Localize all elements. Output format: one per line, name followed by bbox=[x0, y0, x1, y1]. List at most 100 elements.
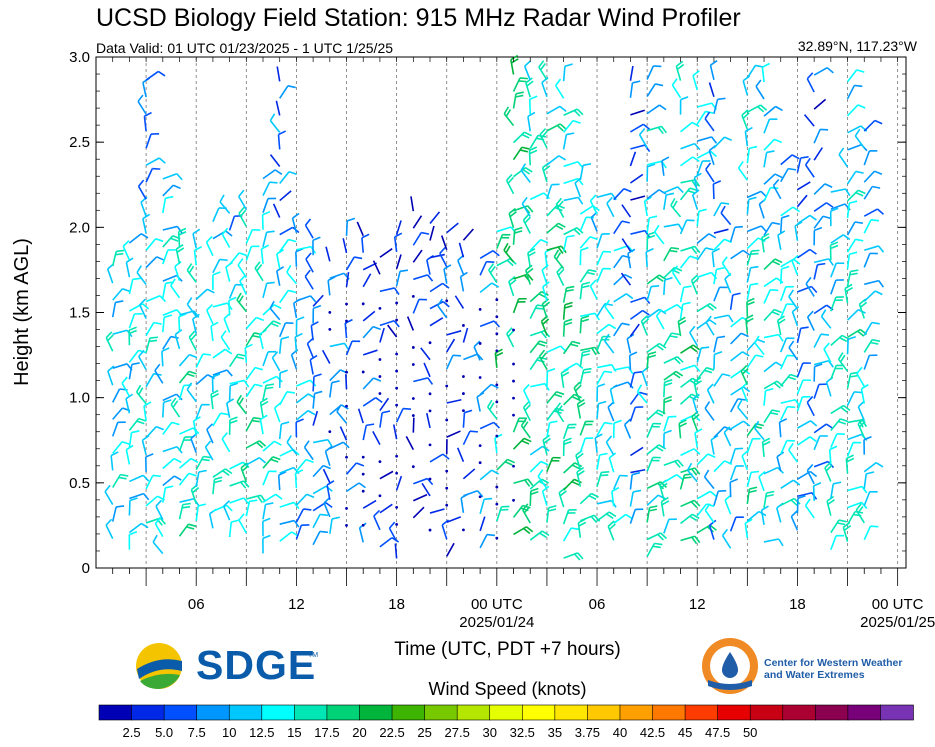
barb-flag bbox=[240, 462, 248, 469]
barb-staff bbox=[228, 385, 231, 401]
barb-flag bbox=[691, 468, 698, 476]
wind-barb bbox=[494, 433, 503, 454]
wind-barb bbox=[446, 398, 462, 404]
barb-staff bbox=[763, 138, 775, 151]
barb-flag bbox=[807, 310, 814, 318]
barb-staff bbox=[221, 438, 231, 453]
barb-staff bbox=[188, 336, 197, 351]
barb-staff bbox=[503, 113, 515, 127]
barb-flag bbox=[742, 368, 751, 375]
wind-barb bbox=[713, 228, 729, 234]
barb-staff bbox=[562, 509, 570, 525]
wind-barb bbox=[745, 314, 754, 334]
barb-flag bbox=[547, 367, 556, 373]
wind-barb bbox=[613, 366, 634, 375]
wind-barb bbox=[579, 235, 598, 249]
wind-barb bbox=[646, 351, 657, 370]
barb-flag bbox=[269, 181, 278, 184]
wind-barb bbox=[326, 480, 335, 500]
barb-staff bbox=[686, 469, 698, 483]
wind-barb bbox=[295, 316, 305, 335]
barb-staff bbox=[708, 82, 715, 98]
barb-flag bbox=[658, 274, 667, 280]
wind-barb bbox=[345, 340, 361, 356]
wind-barb bbox=[846, 69, 865, 83]
barb-staff bbox=[589, 200, 598, 215]
barb-flag bbox=[652, 545, 661, 549]
wind-barb bbox=[663, 303, 684, 313]
barb-flag bbox=[840, 406, 848, 413]
barb-flag bbox=[576, 362, 584, 370]
wind-barb bbox=[245, 456, 267, 466]
wind-barb bbox=[780, 373, 799, 387]
barb-flag bbox=[530, 487, 539, 492]
wind-barb bbox=[646, 444, 667, 455]
wind-barb bbox=[761, 62, 770, 83]
barb-staff bbox=[713, 460, 726, 473]
calm-dot bbox=[328, 328, 332, 331]
barb-staff bbox=[863, 491, 871, 507]
barb-staff bbox=[322, 468, 331, 484]
barb-staff bbox=[697, 102, 712, 108]
barb-staff bbox=[760, 509, 765, 526]
barb-staff bbox=[680, 377, 694, 388]
barb-flag bbox=[814, 226, 823, 232]
calm-dot bbox=[428, 409, 432, 413]
barb-staff bbox=[763, 409, 773, 424]
barb-flag bbox=[542, 281, 550, 288]
barb-staff bbox=[271, 357, 281, 372]
wind-barb bbox=[262, 470, 277, 486]
barb-flag bbox=[854, 128, 861, 137]
barb-staff bbox=[847, 485, 863, 492]
barb-flag bbox=[361, 233, 370, 239]
barb-flag bbox=[573, 553, 581, 561]
barb-flag bbox=[773, 382, 781, 389]
barb-flag bbox=[692, 413, 700, 421]
wind-barb bbox=[813, 66, 834, 76]
barb-staff bbox=[847, 433, 862, 441]
wind-barb bbox=[763, 333, 784, 342]
barb-flag bbox=[136, 265, 142, 273]
wind-barb bbox=[128, 326, 137, 346]
barb-flag bbox=[676, 356, 684, 363]
wind-barb bbox=[804, 157, 815, 178]
barb-flag bbox=[692, 189, 700, 196]
barb-flag bbox=[491, 469, 500, 475]
wind-barb bbox=[192, 416, 201, 436]
barb-flag bbox=[660, 532, 668, 540]
wind-barb bbox=[830, 262, 845, 278]
barb-flag bbox=[149, 336, 158, 339]
wind-barb bbox=[563, 552, 584, 561]
barb-flag bbox=[138, 349, 145, 358]
barb-flag bbox=[649, 505, 658, 509]
barb-flag bbox=[589, 194, 597, 202]
wind-barb bbox=[312, 464, 331, 478]
barb-staff bbox=[763, 118, 771, 134]
barb-flag bbox=[122, 287, 131, 293]
barb-staff bbox=[305, 258, 314, 273]
barb-flag bbox=[522, 168, 531, 175]
barb-flag bbox=[210, 389, 219, 395]
barb-staff bbox=[708, 150, 715, 166]
barb-flag bbox=[110, 451, 119, 457]
barb-staff bbox=[813, 147, 823, 161]
barb-staff bbox=[291, 217, 298, 233]
wind-barb bbox=[746, 486, 758, 505]
wind-barb bbox=[546, 123, 567, 132]
wind-barb bbox=[796, 395, 811, 412]
barb-staff bbox=[245, 316, 257, 330]
barb-staff bbox=[262, 471, 270, 486]
barb-flag bbox=[272, 320, 281, 325]
wind-barb bbox=[713, 136, 733, 149]
barb-staff bbox=[426, 413, 431, 429]
barb-flag bbox=[755, 79, 762, 87]
wind-barb bbox=[826, 495, 835, 516]
barb-staff bbox=[296, 245, 312, 251]
barb-flag bbox=[524, 403, 532, 411]
barb-flag bbox=[580, 318, 589, 323]
barb-staff bbox=[641, 371, 648, 387]
barb-flag bbox=[503, 106, 510, 115]
barb-flag bbox=[790, 499, 798, 507]
wind-barb bbox=[529, 238, 549, 252]
wind-barb bbox=[563, 119, 581, 133]
